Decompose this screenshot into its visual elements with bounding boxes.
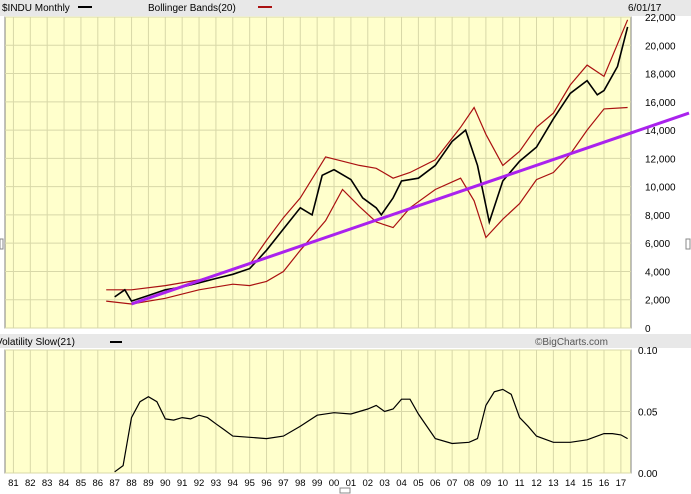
x-tick-label: 13 (548, 478, 559, 489)
x-tick-label: 07 (447, 478, 458, 489)
price-y-tick-label: 20,000 (645, 41, 676, 52)
x-tick-label: 10 (497, 478, 508, 489)
x-tick-label: 04 (396, 478, 407, 489)
x-tick-label: 92 (194, 478, 205, 489)
x-tick-label: 97 (278, 478, 289, 489)
x-tick-label: 87 (109, 478, 120, 489)
x-tick-label: 03 (379, 478, 390, 489)
price-y-tick-label: 16,000 (645, 98, 676, 109)
bollinger-lower-band (106, 106, 628, 305)
x-tick-label: 95 (244, 478, 255, 489)
x-tick-label: 85 (76, 478, 87, 489)
x-tick-label: 02 (362, 478, 373, 489)
x-tick-label: 98 (295, 478, 306, 489)
volatility-y-axis: 0.00 0.05 0.10 (638, 346, 658, 480)
symbol-label: $INDU Monthly (2, 3, 70, 14)
price-y-tick-label: 22,000 (645, 13, 676, 24)
watermark: ©BigCharts.com (535, 337, 608, 348)
volatility-line (114, 388, 628, 473)
x-tick-label: 86 (93, 478, 104, 489)
price-y-tick-label: 14,000 (645, 126, 676, 137)
bottom-resize-handle[interactable] (339, 487, 351, 494)
x-tick-label: 84 (59, 478, 70, 489)
x-tick-label: 14 (565, 478, 576, 489)
x-tick-label: 16 (599, 478, 610, 489)
date-label: 6/01/17 (628, 3, 662, 14)
x-tick-label: 06 (430, 478, 441, 489)
x-tick-label: 09 (481, 478, 492, 489)
x-tick-label: 81 (8, 478, 19, 489)
bollinger-label: Bollinger Bands(20) (148, 3, 236, 14)
volatility-label: Volatility Slow(21) (0, 337, 75, 348)
vol-y-tick-label: 0.05 (638, 408, 658, 419)
x-tick-label: 12 (531, 478, 542, 489)
price-y-tick-label: 10,000 (645, 183, 676, 194)
x-tick-label: 82 (25, 478, 36, 489)
price-y-tick-label: 18,000 (645, 70, 676, 81)
left-resize-handle[interactable] (0, 238, 4, 250)
price-y-tick-label: 8,000 (645, 211, 670, 222)
header-strip (0, 0, 691, 16)
x-tick-label: 96 (261, 478, 272, 489)
x-axis: 81 82 83 84 85 86 87 88 89 90 91 92 93 94 95 96 97 98 99 00… (8, 478, 626, 489)
price-y-tick-label: 12,000 (645, 154, 676, 165)
x-tick-label: 94 (228, 478, 239, 489)
vol-y-tick-label: 0.00 (638, 469, 658, 480)
price-line (114, 26, 629, 303)
volatility-panel-gridlines (5, 349, 631, 474)
x-tick-label: 93 (211, 478, 222, 489)
price-y-tick-label: 0 (645, 324, 651, 335)
x-tick-label: 08 (464, 478, 475, 489)
x-tick-label: 11 (515, 478, 525, 489)
x-tick-label: 15 (582, 478, 593, 489)
x-tick-label: 89 (143, 478, 154, 489)
price-y-tick-label: 6,000 (645, 239, 670, 250)
x-tick-label: 99 (312, 478, 323, 489)
price-y-tick-label: 4,000 (645, 267, 670, 278)
x-tick-label: 90 (160, 478, 171, 489)
x-tick-label: 83 (42, 478, 53, 489)
price-series-group (106, 19, 690, 306)
vol-y-tick-label: 0.10 (638, 346, 658, 357)
price-y-tick-label: 2,000 (645, 296, 670, 307)
price-panel-gridlines (5, 16, 631, 329)
price-panel (4, 16, 632, 329)
x-tick-label: 05 (413, 478, 424, 489)
x-tick-label: 17 (616, 478, 627, 489)
lower-header-strip (0, 334, 691, 348)
x-tick-label: 01 (346, 478, 357, 489)
trendline (131, 111, 690, 306)
right-resize-handle[interactable] (685, 238, 691, 250)
price-y-axis: 0 2,000 4,000 6,000 8,000 10,000 12,000 14,000 1… (645, 13, 676, 335)
x-tick-label: 00 (329, 478, 340, 489)
volatility-series-group (114, 388, 628, 473)
x-tick-label: 88 (126, 478, 137, 489)
x-tick-label: 91 (177, 478, 188, 489)
